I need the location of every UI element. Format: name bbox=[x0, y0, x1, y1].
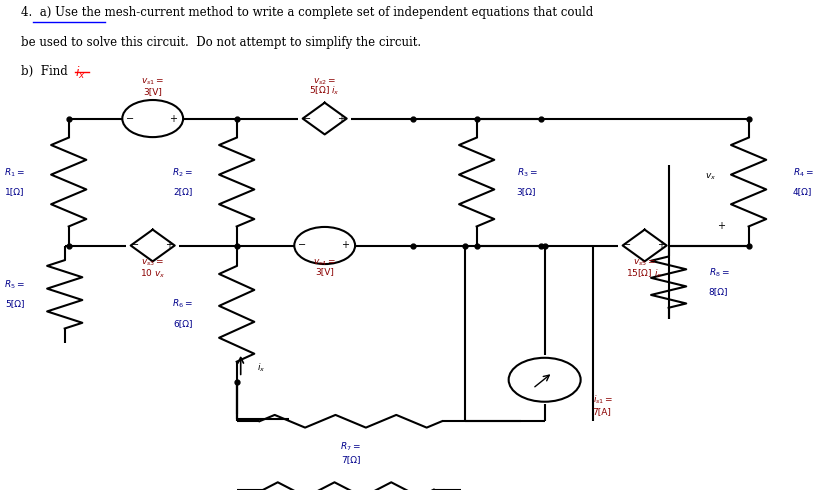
Text: −: − bbox=[126, 113, 134, 124]
Text: 1[Ω]: 1[Ω] bbox=[5, 187, 25, 196]
Text: −: − bbox=[303, 113, 311, 124]
Text: 6[Ω]: 6[Ω] bbox=[173, 319, 192, 328]
Text: $i_x$: $i_x$ bbox=[75, 65, 86, 81]
Text: 3[V]: 3[V] bbox=[315, 268, 334, 276]
Text: +: + bbox=[169, 113, 177, 124]
Text: $v_{s2}=$: $v_{s2}=$ bbox=[313, 76, 337, 87]
Text: −: − bbox=[298, 241, 306, 250]
Text: −: − bbox=[623, 241, 631, 250]
Text: $R_4=$: $R_4=$ bbox=[793, 166, 813, 179]
Text: $R_1=$: $R_1=$ bbox=[4, 166, 25, 179]
Text: b)  Find: b) Find bbox=[20, 65, 71, 78]
Text: +: + bbox=[165, 241, 173, 250]
Text: $R_8=$: $R_8=$ bbox=[708, 266, 730, 278]
Text: $R_2=$: $R_2=$ bbox=[172, 166, 192, 179]
Text: $i_{s1}=$: $i_{s1}=$ bbox=[593, 393, 613, 406]
Text: $v_{s5}=$: $v_{s5}=$ bbox=[633, 258, 656, 268]
Text: 4[Ω]: 4[Ω] bbox=[793, 187, 812, 196]
Text: $i_x$: $i_x$ bbox=[256, 361, 265, 374]
Text: 8[Ω]: 8[Ω] bbox=[708, 287, 728, 297]
Text: $R_5=$: $R_5=$ bbox=[4, 278, 25, 291]
Text: 3[Ω]: 3[Ω] bbox=[517, 187, 536, 196]
Text: 3[V]: 3[V] bbox=[143, 87, 162, 97]
Text: −: − bbox=[131, 241, 139, 250]
Text: 5[Ω]: 5[Ω] bbox=[5, 300, 25, 308]
Text: $R_6=$: $R_6=$ bbox=[172, 298, 192, 310]
Text: 10 $v_x$: 10 $v_x$ bbox=[140, 268, 165, 280]
Text: $v_{s3}=$: $v_{s3}=$ bbox=[141, 258, 165, 268]
Text: 15[Ω] $i_x$: 15[Ω] $i_x$ bbox=[627, 268, 663, 280]
Text: 5[Ω] $i_x$: 5[Ω] $i_x$ bbox=[310, 84, 340, 97]
Text: be used to solve this circuit.  Do not attempt to simplify the circuit.: be used to solve this circuit. Do not at… bbox=[20, 35, 421, 49]
Text: +: + bbox=[657, 241, 665, 250]
Text: 7[Ω]: 7[Ω] bbox=[341, 456, 360, 464]
Text: +: + bbox=[717, 221, 725, 231]
Text: $v_x$: $v_x$ bbox=[705, 172, 717, 182]
Text: 2[Ω]: 2[Ω] bbox=[174, 187, 192, 196]
Text: $v_{s1}=$: $v_{s1}=$ bbox=[141, 76, 165, 87]
Text: 4.  a) Use the mesh-current method to write a complete set of independent equati: 4. a) Use the mesh-current method to wri… bbox=[20, 6, 593, 19]
Text: $R_7=$: $R_7=$ bbox=[340, 441, 361, 453]
Text: 7[A]: 7[A] bbox=[593, 407, 612, 416]
Text: +: + bbox=[337, 113, 345, 124]
Text: $R_3=$: $R_3=$ bbox=[517, 166, 537, 179]
Text: +: + bbox=[341, 241, 349, 250]
Text: $v_{s4}=$: $v_{s4}=$ bbox=[313, 258, 337, 268]
